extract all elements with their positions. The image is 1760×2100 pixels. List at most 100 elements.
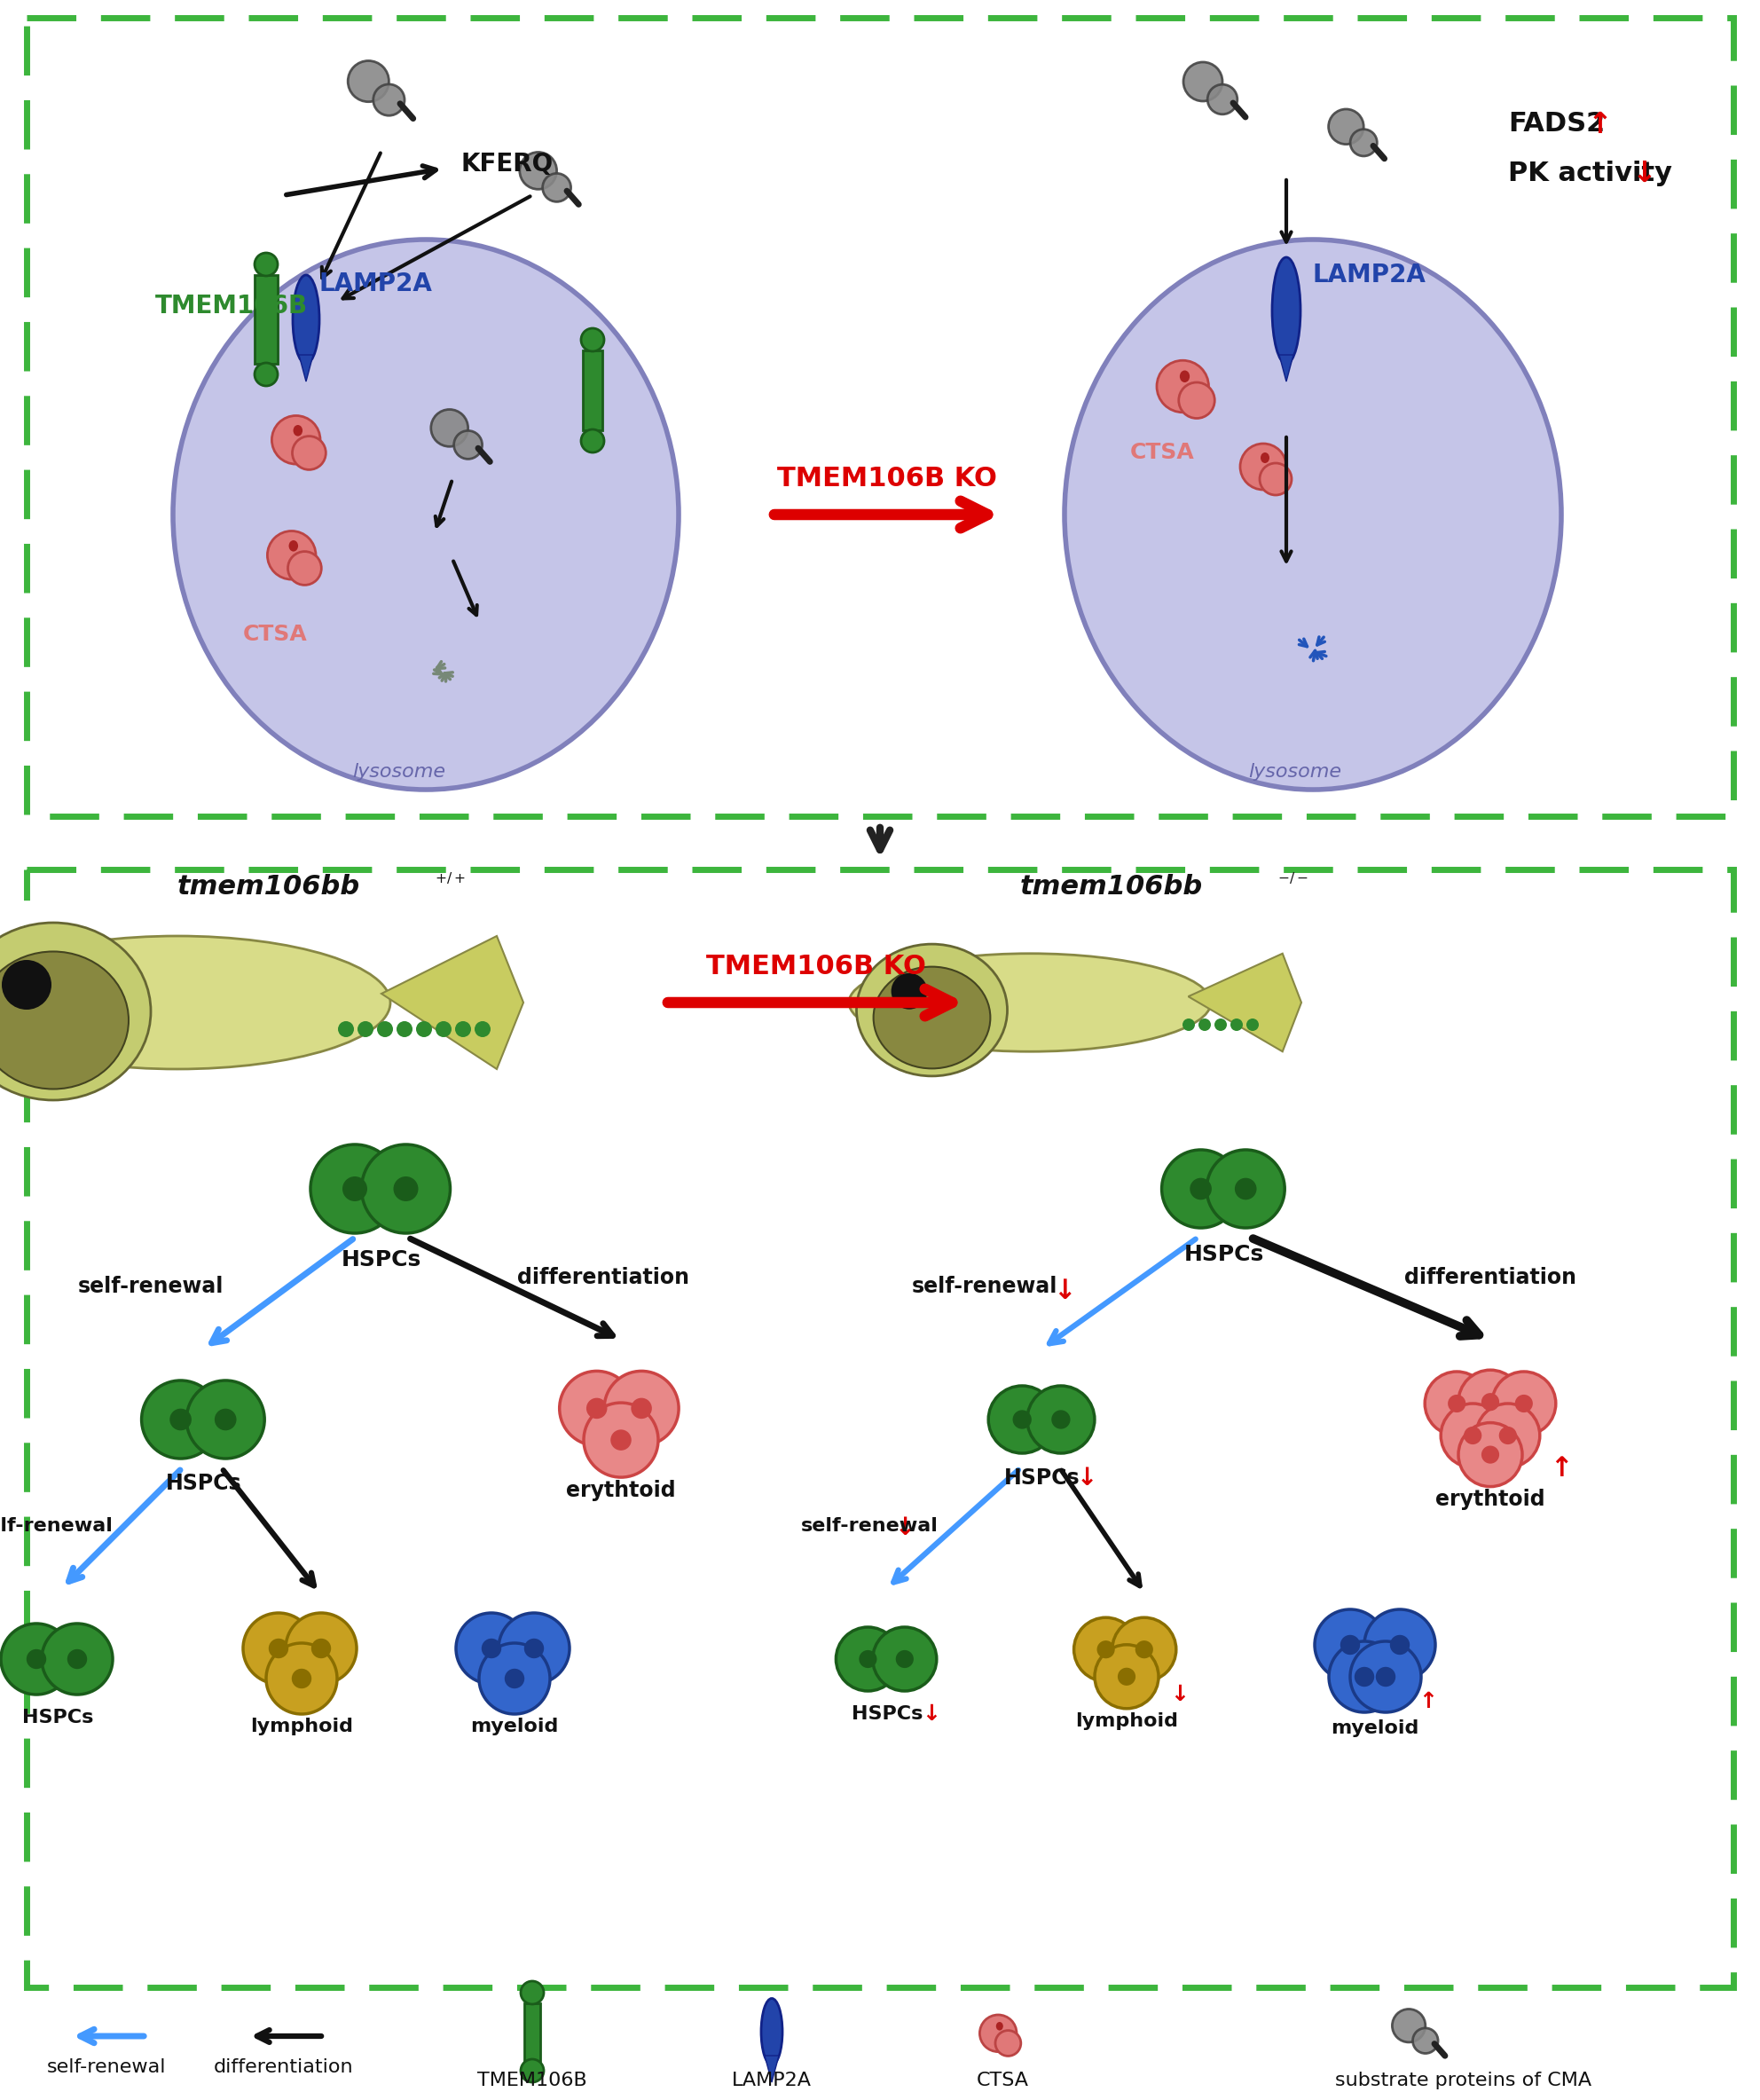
Circle shape	[2, 1623, 72, 1695]
Polygon shape	[382, 937, 523, 1069]
Circle shape	[271, 416, 320, 464]
Polygon shape	[1280, 355, 1294, 382]
Circle shape	[373, 84, 405, 116]
Circle shape	[996, 2031, 1021, 2056]
Circle shape	[255, 252, 278, 275]
Circle shape	[1162, 1151, 1239, 1228]
Text: HSPCs: HSPCs	[852, 1705, 922, 1722]
Text: myeloid: myeloid	[470, 1718, 558, 1735]
Text: differentiation: differentiation	[1404, 1266, 1577, 1287]
Circle shape	[1183, 1018, 1195, 1031]
Text: tmem106bb: tmem106bb	[178, 874, 361, 901]
Circle shape	[292, 1670, 312, 1688]
Text: ↑: ↑	[1588, 109, 1612, 139]
Circle shape	[604, 1371, 679, 1445]
Circle shape	[1190, 1178, 1211, 1199]
Text: ↓: ↓	[1170, 1684, 1190, 1705]
Text: HSPCs: HSPCs	[1184, 1243, 1264, 1264]
Circle shape	[266, 1642, 338, 1714]
Circle shape	[1118, 1667, 1135, 1686]
Text: TMEM106B: TMEM106B	[155, 294, 308, 319]
Polygon shape	[299, 355, 313, 382]
Circle shape	[980, 2014, 1017, 2052]
Text: $^{+/+}$: $^{+/+}$	[435, 874, 466, 892]
Text: lymphoid: lymphoid	[250, 1718, 354, 1735]
Text: erythtoid: erythtoid	[567, 1480, 676, 1502]
Circle shape	[1339, 1636, 1360, 1655]
Circle shape	[456, 1021, 472, 1037]
Text: KFERQ: KFERQ	[461, 151, 554, 176]
Circle shape	[1096, 1640, 1114, 1659]
Circle shape	[632, 1399, 651, 1420]
Circle shape	[1074, 1617, 1137, 1682]
Ellipse shape	[294, 424, 303, 437]
Text: self-renewal: self-renewal	[912, 1277, 1058, 1298]
Circle shape	[357, 1021, 373, 1037]
Circle shape	[1441, 1403, 1505, 1468]
Circle shape	[361, 1144, 451, 1233]
Circle shape	[891, 972, 928, 1010]
Circle shape	[1350, 1642, 1420, 1712]
Circle shape	[394, 1176, 419, 1201]
Circle shape	[1135, 1640, 1153, 1659]
Circle shape	[1315, 1609, 1385, 1680]
Circle shape	[42, 1623, 113, 1695]
Circle shape	[521, 1980, 544, 2003]
Circle shape	[1112, 1617, 1176, 1682]
Text: lysosome: lysosome	[352, 762, 445, 781]
Text: substrate proteins of CMA: substrate proteins of CMA	[1336, 2071, 1593, 2090]
Circle shape	[1051, 1409, 1070, 1428]
Circle shape	[269, 1638, 289, 1659]
Circle shape	[431, 410, 468, 447]
Ellipse shape	[289, 540, 297, 552]
Circle shape	[519, 151, 556, 189]
Text: CTSA: CTSA	[243, 624, 308, 645]
Circle shape	[255, 363, 278, 386]
Text: erythtoid: erythtoid	[1436, 1489, 1545, 1510]
Circle shape	[586, 1399, 607, 1420]
Ellipse shape	[1065, 239, 1561, 790]
Circle shape	[377, 1021, 392, 1037]
Circle shape	[310, 1144, 400, 1233]
Bar	[524, 2003, 540, 2060]
Circle shape	[435, 1021, 452, 1037]
Ellipse shape	[1272, 258, 1301, 363]
Circle shape	[169, 1409, 192, 1430]
Ellipse shape	[760, 1999, 783, 2064]
Circle shape	[1246, 1018, 1258, 1031]
Circle shape	[1329, 109, 1364, 145]
Circle shape	[312, 1638, 331, 1659]
Text: FADS2: FADS2	[1508, 111, 1605, 136]
Circle shape	[456, 1613, 526, 1684]
Text: TMEM106B: TMEM106B	[477, 2071, 588, 2090]
Text: lysosome: lysosome	[1248, 762, 1341, 781]
Circle shape	[1241, 443, 1287, 489]
Text: myeloid: myeloid	[1331, 1720, 1419, 1737]
Circle shape	[542, 174, 570, 202]
Circle shape	[873, 1628, 936, 1690]
Circle shape	[289, 552, 322, 586]
Circle shape	[1028, 1386, 1095, 1453]
Ellipse shape	[292, 275, 319, 363]
Text: PK activity: PK activity	[1508, 160, 1672, 187]
Text: $^{-/-}$: $^{-/-}$	[1278, 874, 1308, 892]
Circle shape	[989, 1386, 1056, 1453]
Circle shape	[524, 1638, 544, 1659]
Circle shape	[343, 1176, 368, 1201]
Circle shape	[1364, 1609, 1436, 1680]
Circle shape	[1095, 1644, 1158, 1709]
Text: ↑: ↑	[1551, 1455, 1573, 1480]
Circle shape	[1448, 1394, 1466, 1413]
Ellipse shape	[848, 953, 1211, 1052]
Circle shape	[1012, 1409, 1031, 1428]
Circle shape	[1376, 1667, 1396, 1686]
Text: LAMP2A: LAMP2A	[732, 2071, 811, 2090]
Text: CTSA: CTSA	[1130, 441, 1195, 464]
Text: TMEM106B KO: TMEM106B KO	[778, 466, 998, 491]
Text: self-renewal: self-renewal	[801, 1516, 938, 1535]
Circle shape	[2, 960, 51, 1010]
Polygon shape	[1188, 953, 1301, 1052]
Circle shape	[1183, 63, 1223, 101]
Circle shape	[1390, 1636, 1410, 1655]
Text: TMEM106B KO: TMEM106B KO	[706, 953, 926, 981]
